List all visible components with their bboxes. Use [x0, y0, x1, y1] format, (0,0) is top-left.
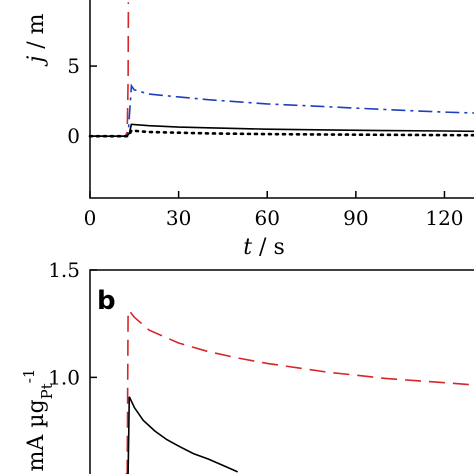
panel-a-x-tick-label: 120 [425, 206, 463, 230]
panel-a-x-axis-title: t / s [243, 235, 285, 260]
panel-a-y-axis-title: j / m [24, 13, 49, 67]
panel-a-x-tick-label: 60 [255, 206, 280, 230]
panel-b: 1.0 1.5 b mA µgPt-1 [20, 258, 474, 474]
panel-a-y-tick-label: 5 [67, 54, 80, 78]
panel-a-series-3-line [88, 129, 474, 138]
panel-b-y-tick-label: 1.5 [48, 258, 80, 282]
panel-b-axis-frame [89, 269, 474, 474]
panel-a: 0 30 60 90 120 0 5 t / s j / m [24, 0, 474, 260]
panel-a-series-2-line [90, 123, 474, 137]
panel-a-axis-frame [89, 0, 474, 199]
panel-a-y-tick-label: 0 [67, 124, 80, 148]
panel-a-series-group [88, 2, 474, 138]
panel-b-series-0-line [125, 309, 474, 474]
panel-b-series-group [125, 309, 474, 474]
panel-a-ticks: 0 30 60 90 120 0 5 [67, 54, 463, 230]
panel-a-x-tick-label: 30 [166, 206, 191, 230]
panel-a-x-tick-label: 90 [343, 206, 368, 230]
panel-b-y-axis-title: mA µgPt-1 [20, 369, 56, 472]
panel-b-series-1-line [126, 396, 239, 474]
panel-b-y-tick-label: 1.0 [48, 365, 80, 389]
panel-a-series-0-line [90, 2, 130, 137]
panel-b-label: b [97, 286, 116, 316]
panel-a-x-tick-label: 0 [84, 206, 97, 230]
panel-a-series-1-line [90, 83, 474, 137]
